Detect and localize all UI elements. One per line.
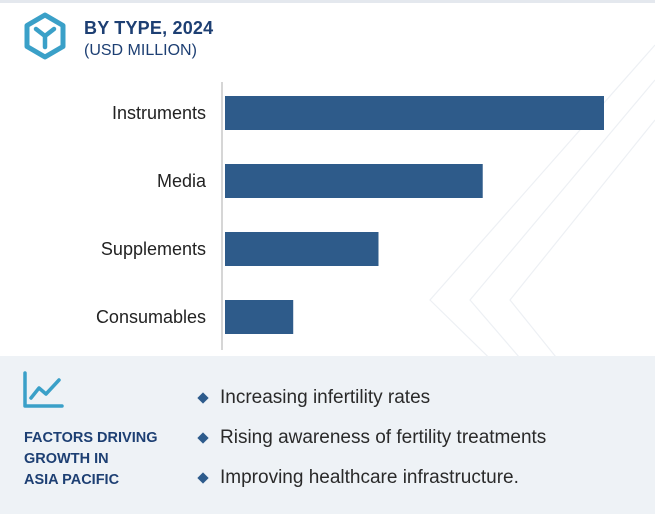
category-label-consumables: Consumables bbox=[96, 307, 206, 327]
trend-chart-icon bbox=[23, 371, 64, 408]
diamond-bullet-icon bbox=[197, 472, 209, 484]
chart-title: BY TYPE, 2024 bbox=[84, 18, 214, 38]
factor-item: Rising awareness of fertility treatments bbox=[196, 427, 546, 449]
factor-item: Increasing infertility rates bbox=[196, 387, 430, 409]
bar-chart: Instruments Media Supplements Consumables bbox=[96, 82, 604, 350]
factor-text: Increasing infertility rates bbox=[220, 387, 431, 408]
factor-text: Rising awareness of fertility treatments bbox=[220, 427, 547, 448]
factor-item: Improving healthcare infrastructure. bbox=[196, 467, 519, 489]
diamond-bullet-icon bbox=[197, 432, 209, 444]
bar-supplements bbox=[225, 232, 379, 266]
category-label-instruments: Instruments bbox=[112, 103, 206, 123]
factors-panel: FACTORS DRIVING GROWTH IN ASIA PACIFIC I… bbox=[0, 356, 655, 514]
factors-title: FACTORS DRIVING GROWTH IN ASIA PACIFIC bbox=[24, 430, 158, 488]
top-divider bbox=[0, 0, 655, 3]
factor-text: Improving healthcare infrastructure. bbox=[220, 467, 519, 488]
bar-instruments bbox=[225, 96, 604, 130]
logo-hexagon-icon bbox=[24, 12, 66, 60]
chart-subtitle: (USD MILLION) bbox=[84, 42, 197, 59]
category-label-supplements: Supplements bbox=[101, 239, 206, 259]
bar-consumables bbox=[225, 300, 294, 334]
diamond-bullet-icon bbox=[197, 392, 209, 404]
category-label-media: Media bbox=[157, 171, 207, 191]
bar-media bbox=[225, 164, 483, 198]
